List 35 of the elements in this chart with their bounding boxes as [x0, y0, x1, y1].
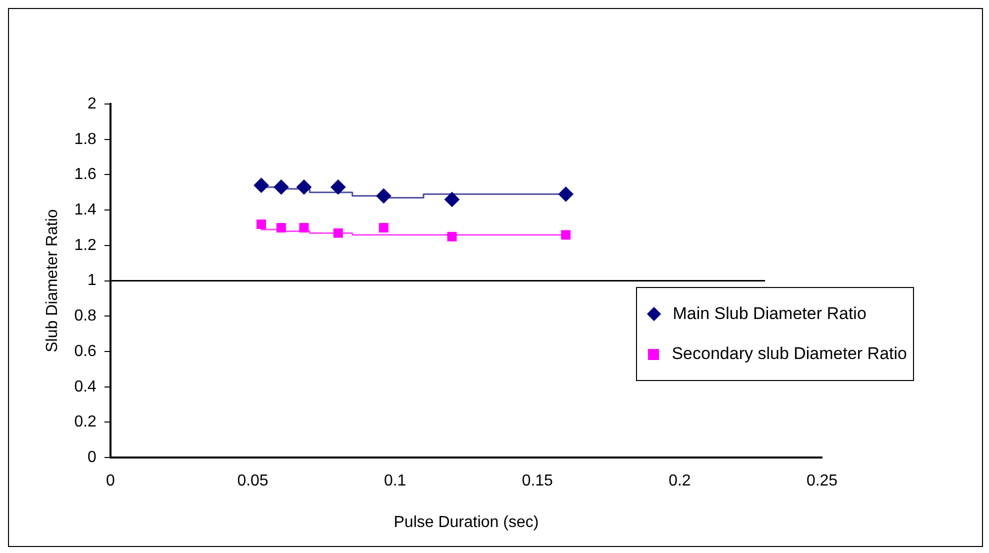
point [299, 223, 309, 233]
y-tick-label: 0.8 [74, 308, 97, 325]
point [256, 219, 266, 229]
x-tick-label: 0.2 [668, 472, 691, 490]
point [561, 230, 571, 240]
legend-label: Main Slub Diameter Ratio [672, 304, 866, 324]
point [378, 223, 388, 233]
y-tick-label: 1.6 [74, 166, 97, 184]
y-tick-label: 0.6 [74, 342, 97, 360]
point [447, 232, 457, 242]
point [558, 186, 574, 202]
x-axis-title: Pulse Duration (sec) [394, 514, 539, 531]
x-tick-label: 0.1 [384, 472, 406, 490]
point [276, 223, 286, 233]
point [254, 178, 269, 193]
x-tick-label: 0.05 [237, 472, 268, 490]
point [330, 180, 346, 195]
point [376, 188, 392, 204]
y-tick-label: 2 [88, 95, 97, 112]
x-tick-label: 0.25 [806, 472, 838, 490]
point [333, 228, 343, 238]
y-tick-label: 0.4 [74, 378, 97, 396]
point [296, 180, 312, 195]
y-tick-label: 1.2 [74, 236, 97, 254]
y-tick-label: 1 [88, 272, 97, 290]
x-tick-label: 0 [106, 472, 115, 490]
legend-label: Secondary slub Diameter Ratio [672, 344, 907, 364]
x-tick-label: 0.15 [522, 472, 554, 490]
point [444, 192, 460, 207]
y-tick-label: 0 [88, 449, 97, 466]
y-tick-label: 1.8 [74, 130, 97, 148]
point [274, 180, 289, 195]
y-tick-label: 0.2 [74, 414, 97, 431]
y-axis-title: Slub Diameter Ratio [44, 209, 62, 352]
y-tick-label: 1.4 [74, 201, 97, 218]
